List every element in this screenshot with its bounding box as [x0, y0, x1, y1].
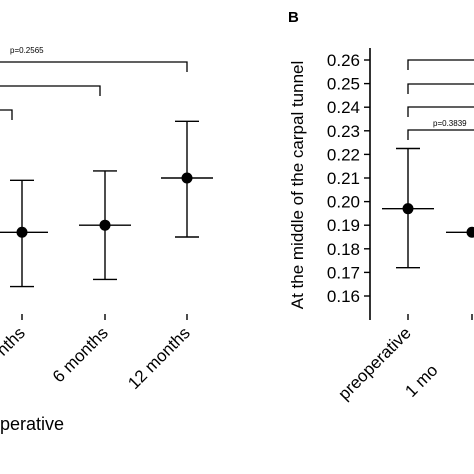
y-tick-label: 0.24	[327, 98, 360, 117]
significance-bracket	[407, 83, 474, 94]
p-value: p=0.2565	[10, 46, 44, 55]
y-tick-label: 0.19	[327, 216, 360, 235]
x-tick-label: 1 mo	[401, 361, 441, 401]
x-tick-label: nths	[0, 323, 29, 359]
significance-bracket	[407, 129, 474, 140]
y-tick-label: 0.26	[327, 51, 360, 70]
x-tick-label: 12 months	[124, 323, 194, 393]
x-tick-label: preoperative	[335, 323, 415, 403]
mean-point	[181, 172, 193, 184]
y-tick-label: 0.23	[327, 122, 360, 141]
x-axis-label: perative	[0, 414, 64, 434]
panel-label: B	[288, 9, 299, 26]
y-axis-label: At the middle of the carpal tunnel	[288, 61, 307, 310]
significance-bracket	[0, 85, 101, 96]
y-tick-label: 0.18	[327, 240, 360, 259]
mean-point	[99, 219, 111, 231]
significance-bracket	[0, 109, 13, 120]
significance-bracket	[0, 61, 188, 72]
significance-bracket	[407, 59, 474, 70]
x-tick-label: 6 months	[49, 323, 112, 386]
y-tick-label: 0.21	[327, 169, 360, 188]
y-tick-label: 0.22	[327, 145, 360, 164]
mean-point	[16, 226, 28, 238]
y-tick-label: 0.16	[327, 287, 360, 306]
y-tick-label: 0.25	[327, 75, 360, 94]
mean-point	[466, 226, 474, 238]
mean-point	[402, 203, 414, 215]
significance-bracket	[407, 106, 474, 117]
right-panel-brackets: p=0.3839	[407, 59, 474, 140]
left-panel-brackets: p=0.2565	[0, 46, 188, 120]
y-tick-label: 0.17	[327, 263, 360, 282]
p-value: p=0.3839	[433, 119, 467, 128]
y-tick-label: 0.20	[327, 193, 360, 212]
